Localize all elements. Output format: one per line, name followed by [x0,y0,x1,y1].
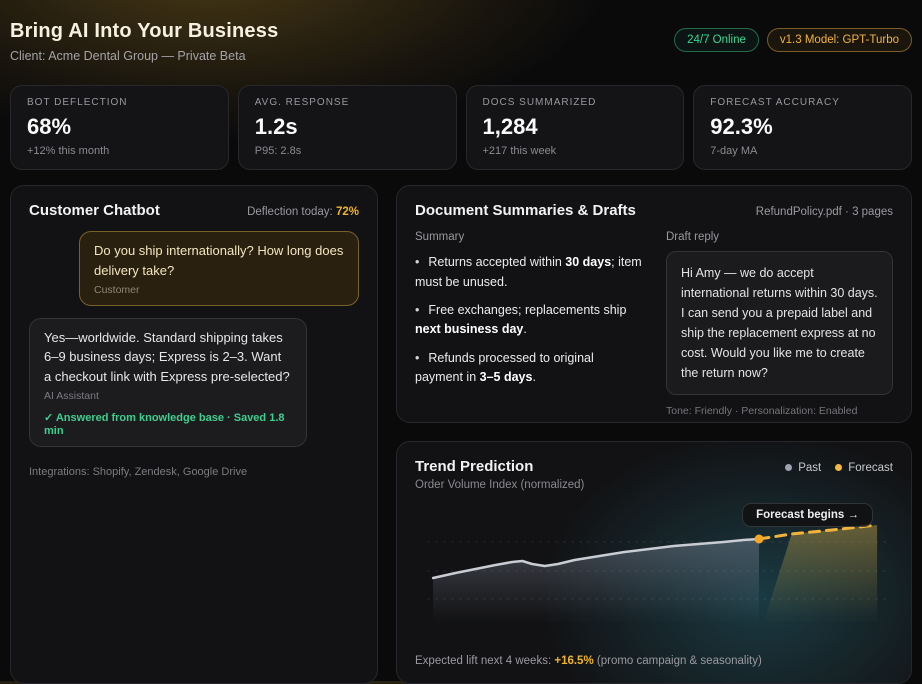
stat-subtext: +217 this week [482,145,557,157]
bullet-bold-text: 30 days [565,255,612,270]
stat-card-forecast-accuracy: FORECAST ACCURACY 92.3% 7-day MA [693,85,912,171]
stat-label: BOT DEFLECTION [27,97,128,108]
header-badges: 24/7 Online v1.3 Model: GPT-Turbo [674,28,912,52]
message-text: Do you ship internationally? How long do… [94,243,344,278]
header-titles: Bring AI Into Your Business Client: Acme… [10,20,278,63]
legend-item-forecast: Forecast [835,462,893,474]
trend-prediction-panel: Trend Prediction Past Forecast Order Vol… [396,441,912,684]
bullet-text: ; item must be unused. [415,255,642,289]
message-text: Yes—worldwide. Standard shipping takes 6… [44,329,290,384]
trend-subtitle: Order Volume Index (normalized) [415,479,585,492]
stat-value: 92.3% [710,114,773,139]
bullet-text: Refunds processed to original payment in [415,350,594,385]
summary-bullet: • Free exchanges; replacements ship next … [415,301,642,340]
draft-reply-label: Draft reply [666,231,720,244]
forecast-begins-annotation: Forecast begins → [742,503,873,528]
legend-label: Past [798,461,822,474]
line-chart [415,501,893,647]
deflection-today: Deflection today: 72% [247,206,359,218]
bullet-bold-text: next business day [415,322,524,337]
stats-row: BOT DEFLECTION 68% +12% this month AVG. … [10,85,912,171]
stat-value: 68% [27,114,72,139]
document-summaries-panel: Document Summaries & Drafts RefundPolicy… [396,185,912,424]
bullet-bold-text: 3–5 days [479,370,533,385]
chatbot-title: Customer Chatbot [29,202,160,220]
integrations-note: Integrations: Shopify, Zendesk, Google D… [29,466,248,479]
page-title: Bring AI Into Your Business [10,20,279,42]
bullet-icon: • [415,302,420,317]
right-column: Document Summaries & Drafts RefundPolicy… [396,185,912,684]
chat-bubble-customer: Do you ship internationally? How long do… [79,231,359,306]
stat-card-avg-response: AVG. RESPONSE 1.2s P95: 2.8s [237,85,457,171]
stat-subtext: P95: 2.8s [254,145,302,157]
summary-bullet: • Returns accepted within 30 days; item m… [415,253,642,292]
legend-label: Forecast [848,461,893,474]
document-file-info: RefundPolicy.pdf · 3 pages [755,206,893,219]
chatbot-header: Customer Chatbot Deflection today: 72% [29,202,359,219]
chat-bubble-assistant: Yes—worldwide. Standard shipping takes 6… [29,317,307,448]
footer-text: (promo campaign & seasonality) [593,655,762,668]
stat-subtext: 7-day MA [710,145,758,157]
trend-header: Trend Prediction Past Forecast [415,458,893,475]
summary-column: Summary • Returns accepted within 30 days… [415,231,642,417]
stat-subtext: +12% this month [27,145,110,157]
bullet-text: . [523,322,527,337]
forecast-legend-dot-icon [835,464,843,472]
bullet-icon: • [415,350,420,365]
draft-meta: Tone: Friendly · Personalization: Enable… [666,405,858,418]
summary-bullet: • Refunds processed to original payment i… [415,349,642,388]
bullet-icon: • [415,255,420,270]
model-version-badge: v1.3 Model: GPT-Turbo [766,28,912,52]
expected-lift-value: +16.5% [554,655,594,668]
trend-footer: Expected lift next 4 weeks: +16.5% (prom… [415,655,893,667]
main-content: Customer Chatbot Deflection today: 72% D… [10,185,912,684]
footer-text: Expected lift next 4 weeks: [415,655,555,668]
document-columns: Summary • Returns accepted within 30 days… [415,231,893,417]
stat-label: FORECAST ACCURACY [710,97,840,108]
chart-legend: Past Forecast [785,462,893,474]
stat-label: DOCS SUMMARIZED [482,97,597,108]
trend-title: Trend Prediction [415,458,534,476]
message-sender-label: AI Assistant [44,390,99,403]
deflection-value: 72% [335,206,359,219]
chat-messages: Do you ship internationally? How long do… [29,231,359,458]
draft-column: Draft reply Hi Amy — we do accept intern… [666,231,893,417]
knowledge-base-status: ✓ Answered from knowledge base · Saved 1… [44,411,285,438]
past-legend-dot-icon [785,464,793,472]
stat-card-bot-deflection: BOT DEFLECTION 68% +12% this month [10,85,229,171]
document-panel-header: Document Summaries & Drafts RefundPolicy… [415,202,893,219]
message-sender-label: Customer [94,284,140,297]
status-badge-online: 24/7 Online [674,28,759,52]
bullet-text: Returns accepted within [428,255,566,270]
bullet-text: . [532,370,536,385]
legend-item-past: Past [785,462,821,474]
bullet-text: Free exchanges; replacements ship [428,302,627,317]
document-panel-title: Document Summaries & Drafts [415,202,636,220]
deflection-label: Deflection today: [247,206,333,219]
stat-label: AVG. RESPONSE [254,97,350,108]
stat-value: 1,284 [482,114,538,139]
stat-value: 1.2s [254,114,298,139]
trend-chart: Forecast begins → [415,501,893,647]
summary-bullets: • Returns accepted within 30 days; item m… [415,253,642,387]
customer-chatbot-panel: Customer Chatbot Deflection today: 72% D… [10,185,378,684]
page-subtitle: Client: Acme Dental Group — Private Beta [10,49,246,63]
stat-card-docs-summarized: DOCS SUMMARIZED 1,284 +217 this week [465,85,685,171]
summary-label: Summary [415,231,465,244]
draft-reply-box: Hi Amy — we do accept international retu… [666,251,893,396]
page-header: Bring AI Into Your Business Client: Acme… [10,0,912,63]
